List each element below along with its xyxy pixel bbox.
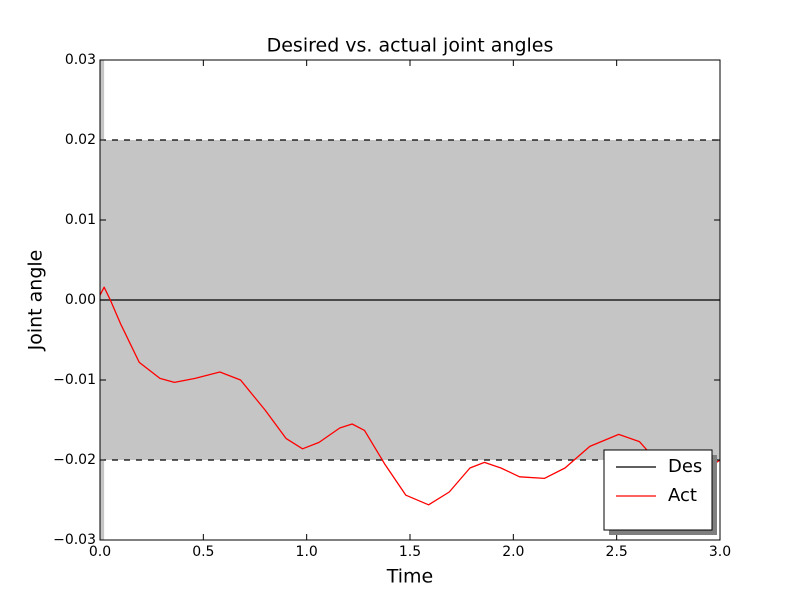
x-tick-label: 3.0	[709, 544, 731, 560]
y-axis-label: Joint angle	[25, 250, 47, 352]
y-tick-label: 0.01	[65, 212, 96, 228]
x-tick-label: 2.0	[502, 544, 524, 560]
y-tick-label: −0.01	[53, 372, 96, 388]
legend	[603, 449, 713, 531]
x-tick-label: 0.5	[192, 544, 214, 560]
series-line	[99, 286, 721, 506]
x-tick-label: 1.0	[296, 544, 318, 560]
y-tick-label: 0.00	[65, 292, 96, 308]
chart-title: Desired vs. actual joint angles	[267, 35, 554, 57]
x-tick-label: 0.0	[89, 544, 111, 560]
y-tick-label: 0.03	[65, 52, 96, 68]
x-tick-label: 1.5	[399, 544, 421, 560]
x-axis-label: Time	[386, 566, 434, 588]
legend-label: Des	[668, 456, 702, 477]
y-tick-label: 0.02	[65, 132, 96, 148]
y-tick-label: −0.02	[53, 452, 96, 468]
x-tick-label: 2.5	[606, 544, 628, 560]
y-tick-label: −0.03	[53, 532, 96, 548]
legend-label: Act	[668, 485, 697, 506]
